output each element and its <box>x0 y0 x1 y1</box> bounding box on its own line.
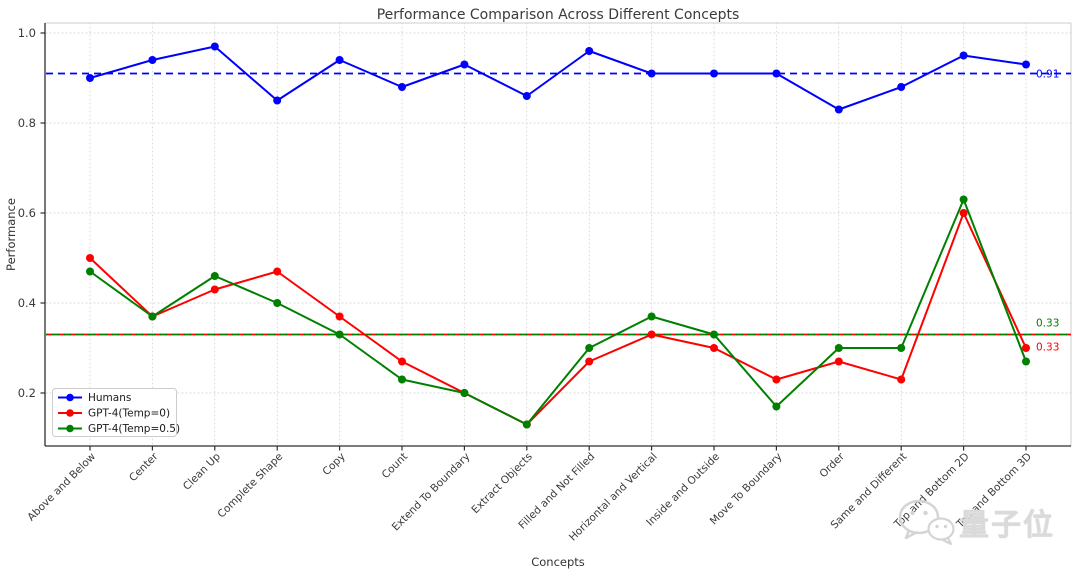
data-point-gpt-4-temp-0-5 <box>1022 357 1030 366</box>
data-point-gpt-4-temp-0-5 <box>210 272 219 280</box>
data-point-humans <box>273 96 282 105</box>
mean-annotation-gpt-4-temp-0-5: 0.33 <box>1036 318 1059 330</box>
data-point-humans <box>772 69 781 78</box>
data-point-gpt-4-temp-0 <box>585 357 594 366</box>
data-point-gpt-4-temp-0-5 <box>897 344 906 352</box>
data-point-gpt-4-temp-0 <box>834 357 843 366</box>
legend-label-gpt-4-temp-0-5: GPT-4(Temp=0.5) <box>88 423 180 435</box>
data-point-humans <box>647 69 656 78</box>
x-tick-label: Complete Shape <box>215 451 285 521</box>
x-tick-label: Extract Objects <box>469 451 534 516</box>
data-point-gpt-4-temp-0-5 <box>86 267 94 276</box>
data-point-gpt-4-temp-0-5 <box>647 312 656 321</box>
data-point-gpt-4-temp-0 <box>959 209 968 217</box>
y-axis-label: Performance <box>4 198 18 271</box>
data-point-humans <box>959 51 968 60</box>
series-line-gpt-4-temp-0-5 <box>89 198 1027 426</box>
series-line-humans <box>89 45 1027 111</box>
legend-marker-gpt-4-temp-0-5 <box>66 424 74 433</box>
data-point-humans <box>710 69 718 78</box>
data-point-gpt-4-temp-0 <box>398 357 406 366</box>
y-tick-label: 0.8 <box>18 116 36 130</box>
data-point-humans <box>522 92 531 100</box>
legend-label-humans: Humans <box>88 392 131 404</box>
x-tick-label: Center <box>127 450 161 484</box>
x-tick-label: Above and Below <box>25 450 98 523</box>
legend-marker-gpt-4-temp-0 <box>66 409 74 417</box>
data-point-humans <box>86 74 94 82</box>
data-point-humans <box>335 56 344 64</box>
data-point-gpt-4-temp-0-5 <box>460 389 469 397</box>
data-point-gpt-4-temp-0-5 <box>148 312 157 321</box>
data-point-gpt-4-temp-0 <box>647 330 656 339</box>
legend-label-gpt-4-temp-0: GPT-4(Temp=0) <box>88 408 170 420</box>
data-point-humans <box>897 83 906 91</box>
data-point-gpt-4-temp-0 <box>335 312 344 321</box>
data-point-gpt-4-temp-0-5 <box>585 344 594 352</box>
data-point-gpt-4-temp-0 <box>1022 344 1030 352</box>
data-point-gpt-4-temp-0-5 <box>710 330 718 339</box>
data-point-gpt-4-temp-0-5 <box>772 402 781 411</box>
legend-marker-humans <box>66 393 74 402</box>
legend-box <box>52 388 177 437</box>
y-tick-label: 0.4 <box>18 296 36 310</box>
x-tick-label: Clean Up <box>181 450 223 492</box>
mean-annotation-gpt-4-temp-0: 0.33 <box>1036 342 1059 354</box>
x-tick-label: Copy <box>320 451 347 478</box>
data-point-gpt-4-temp-0 <box>210 285 219 294</box>
mean-annotation-humans: 0.91 <box>1036 69 1059 81</box>
data-point-humans <box>460 60 469 69</box>
data-point-humans <box>210 42 219 51</box>
data-point-gpt-4-temp-0 <box>897 375 906 384</box>
data-point-humans <box>834 105 843 114</box>
data-point-gpt-4-temp-0 <box>273 267 282 276</box>
data-point-humans <box>148 56 157 64</box>
data-point-gpt-4-temp-0 <box>710 344 718 352</box>
data-point-gpt-4-temp-0 <box>772 375 781 384</box>
y-tick-label: 0.6 <box>18 206 36 220</box>
y-tick-label: 1.0 <box>18 26 36 40</box>
y-tick-label: 0.2 <box>18 386 36 400</box>
data-point-humans <box>1022 60 1030 69</box>
data-point-gpt-4-temp-0-5 <box>273 299 282 307</box>
x-tick-label: Count <box>380 451 411 482</box>
x-tick-label: Move To Boundary <box>708 451 785 528</box>
series-line-gpt-4-temp-0 <box>89 212 1027 426</box>
data-point-humans <box>585 47 594 55</box>
data-point-gpt-4-temp-0-5 <box>834 344 843 352</box>
x-tick-label: Order <box>817 450 847 480</box>
data-point-gpt-4-temp-0-5 <box>335 330 344 339</box>
data-point-gpt-4-temp-0-5 <box>959 195 968 204</box>
data-point-gpt-4-temp-0 <box>86 254 94 262</box>
chart-title: Performance Comparison Across Different … <box>377 7 740 23</box>
data-point-humans <box>398 83 406 91</box>
x-axis-label: Concepts <box>531 555 585 569</box>
data-point-gpt-4-temp-0-5 <box>398 375 406 384</box>
data-point-gpt-4-temp-0-5 <box>522 420 531 429</box>
